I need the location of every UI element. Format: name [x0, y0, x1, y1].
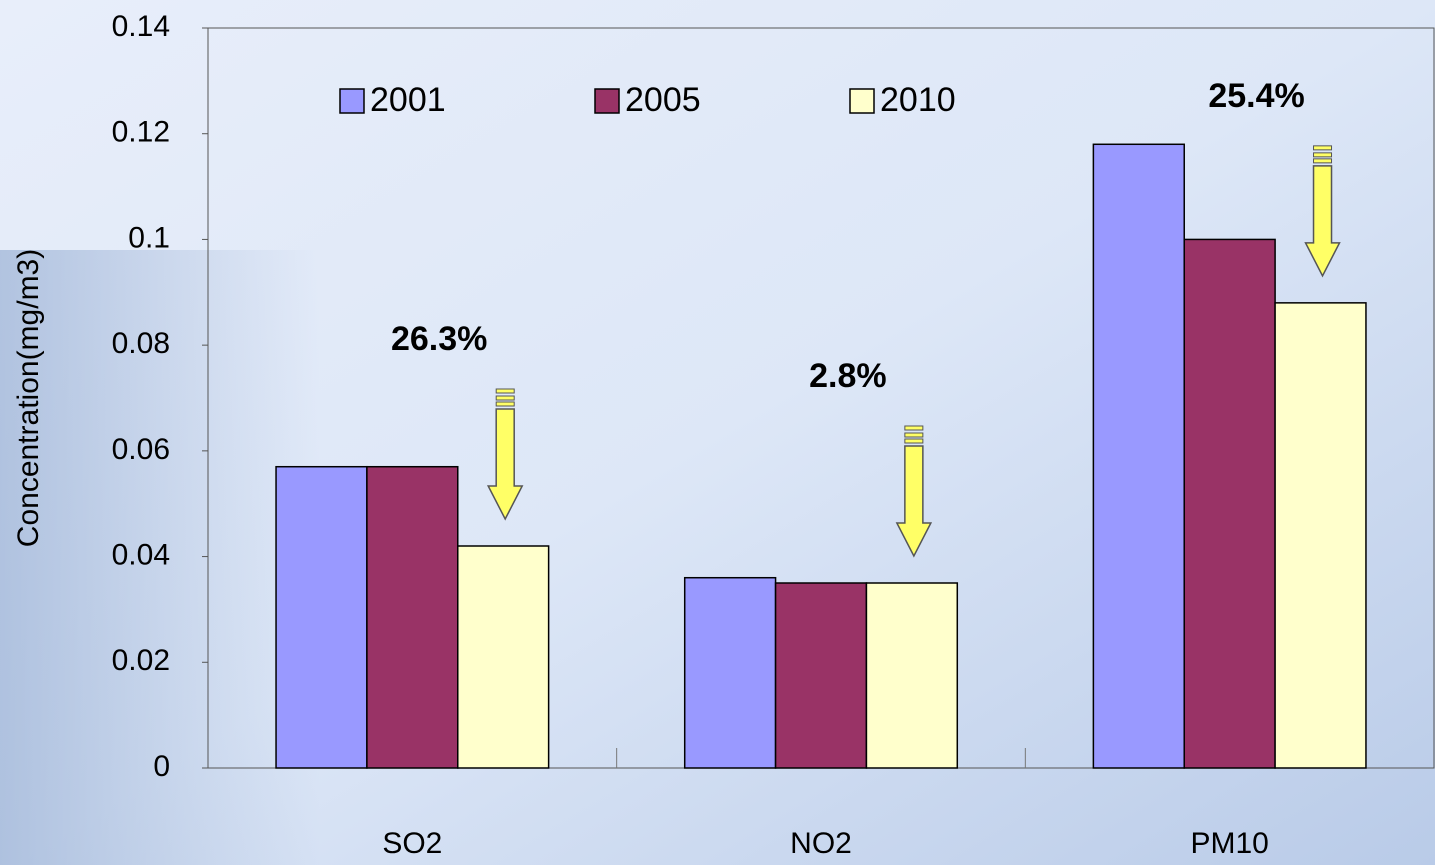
annotation: 26.3% — [391, 320, 487, 358]
y-tick-label: 0.02 — [112, 644, 170, 677]
annotation: 2.8% — [809, 357, 887, 395]
bar — [865, 582, 959, 769]
arrow-stripe — [1313, 158, 1333, 164]
background-shade — [0, 250, 320, 865]
arrow-stripe — [904, 432, 924, 438]
arrow-stripe — [495, 388, 515, 394]
arrow — [486, 408, 524, 521]
legend-swatch — [339, 88, 365, 114]
arrow-stripe — [1313, 152, 1333, 158]
bar — [457, 545, 550, 769]
arrow-stripe — [495, 395, 515, 401]
bar — [1092, 143, 1185, 769]
legend-swatch — [594, 88, 620, 114]
legend-label: 2001 — [370, 81, 446, 119]
bar — [774, 582, 868, 769]
x-tick-label: NO2 — [790, 827, 852, 860]
legend-swatch — [849, 88, 875, 114]
y-tick-label: 0.08 — [112, 327, 170, 360]
bar — [683, 576, 777, 769]
arrow-stripe — [904, 438, 924, 444]
annotation: 25.4% — [1208, 77, 1304, 115]
y-tick-label: 0 — [153, 750, 170, 783]
arrow-stripe — [1313, 145, 1333, 151]
y-tick-label: 0.1 — [128, 221, 170, 254]
bar — [1183, 238, 1276, 769]
arrow-stripe — [904, 425, 924, 431]
y-axis-label: Concentration(mg/m3) — [12, 249, 45, 547]
x-tick-label: PM10 — [1190, 827, 1268, 860]
bar — [1274, 302, 1367, 769]
arrow — [1304, 165, 1341, 278]
bar — [366, 465, 459, 769]
y-tick-label: 0.06 — [112, 433, 170, 466]
y-tick-label: 0.14 — [112, 10, 170, 43]
legend-label: 2005 — [625, 81, 701, 119]
x-tick-label: SO2 — [382, 827, 442, 860]
arrow-stripe — [495, 401, 515, 407]
y-tick-label: 0.04 — [112, 538, 170, 571]
arrow — [895, 445, 933, 558]
bar — [275, 465, 368, 769]
legend-label: 2010 — [880, 81, 956, 119]
y-tick-label: 0.12 — [112, 116, 170, 149]
